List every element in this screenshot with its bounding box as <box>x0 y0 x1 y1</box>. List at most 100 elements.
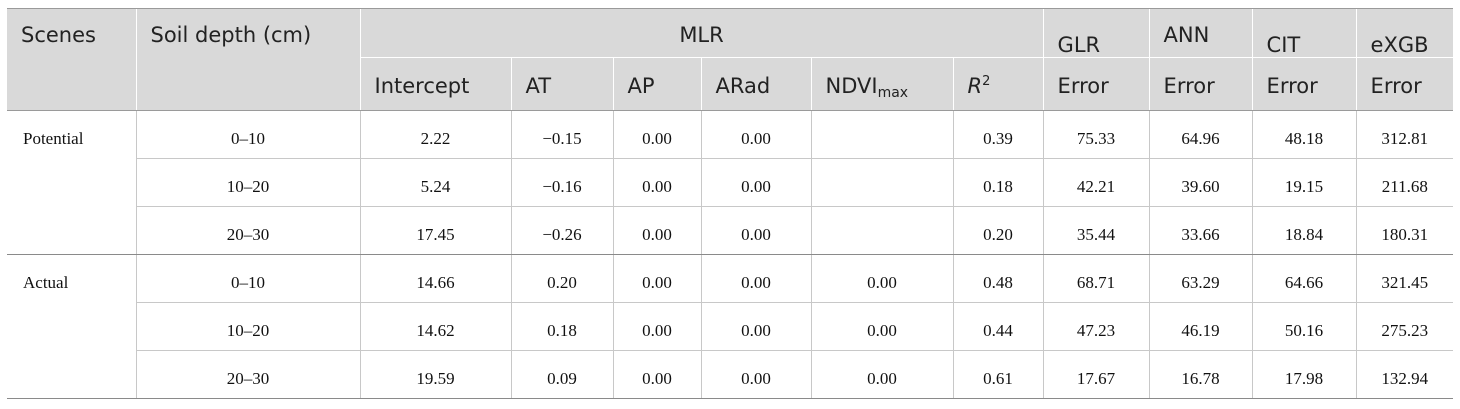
header-cit-error: Error <box>1251 57 1357 111</box>
ndvi-cell <box>810 158 953 207</box>
table-row: Actual 0–10 14.66 0.20 0.00 0.00 0.00 0.… <box>7 254 1454 399</box>
ndvi-cell <box>810 206 953 255</box>
r2-base: R <box>967 74 983 98</box>
at-cell: −0.16 <box>510 158 613 207</box>
glr-cell: 75.33 <box>1042 110 1150 159</box>
depth-cell: 10–20 <box>135 302 360 351</box>
table-header: Scenes Soil depth (cm) MLR GLR ANN CIT e… <box>7 8 1454 111</box>
header-row-1: Scenes Soil depth (cm) MLR GLR ANN CIT e… <box>7 8 1454 111</box>
ann-cell: 33.66 <box>1148 206 1253 255</box>
r2-cell: 0.44 <box>952 302 1044 351</box>
ndvi-cell: 0.00 <box>810 302 953 351</box>
r2-cell: 0.61 <box>952 350 1044 399</box>
exgb-cell: 211.68 <box>1355 158 1454 207</box>
ap-cell: 0.00 <box>612 158 701 207</box>
header-soil-depth: Soil depth (cm) <box>135 8 360 111</box>
r2-cell: 0.39 <box>952 110 1044 159</box>
scene-cell: Actual <box>7 254 136 399</box>
ap-cell: 0.00 <box>612 302 701 351</box>
header-ndvi-max: NDVImax <box>810 57 953 111</box>
exgb-cell: 312.81 <box>1355 110 1454 159</box>
r2-cell: 0.48 <box>952 254 1044 303</box>
cit-cell: 19.15 <box>1251 158 1357 207</box>
intercept-cell: 2.22 <box>359 110 511 159</box>
table-row: 20–30 19.59 0.09 0.00 0.00 0.00 0.61 17.… <box>7 350 1454 399</box>
cit-cell: 17.98 <box>1251 350 1357 399</box>
results-table: Scenes Soil depth (cm) MLR GLR ANN CIT e… <box>7 8 1454 399</box>
cit-cell: 18.84 <box>1251 206 1357 255</box>
glr-cell: 17.67 <box>1042 350 1150 399</box>
arad-cell: 0.00 <box>700 302 811 351</box>
intercept-cell: 17.45 <box>359 206 511 255</box>
ndvi-cell: 0.00 <box>810 254 953 303</box>
arad-cell: 0.00 <box>700 350 811 399</box>
header-exgb-error: Error <box>1355 57 1454 111</box>
glr-cell: 68.71 <box>1042 254 1150 303</box>
intercept-cell: 14.66 <box>359 254 511 303</box>
exgb-cell: 275.23 <box>1355 302 1454 351</box>
cit-cell: 48.18 <box>1251 110 1357 159</box>
table-row: 10–20 14.62 0.18 0.00 0.00 0.00 0.44 47.… <box>7 302 1454 351</box>
arad-cell: 0.00 <box>700 110 811 159</box>
ann-cell: 63.29 <box>1148 254 1253 303</box>
intercept-cell: 14.62 <box>359 302 511 351</box>
ann-cell: 46.19 <box>1148 302 1253 351</box>
glr-cell: 35.44 <box>1042 206 1150 255</box>
ann-cell: 39.60 <box>1148 158 1253 207</box>
r2-superscript: 2 <box>982 74 991 89</box>
ann-cell: 64.96 <box>1148 110 1253 159</box>
ap-cell: 0.00 <box>612 254 701 303</box>
depth-cell: 0–10 <box>135 110 360 159</box>
depth-cell: 0–10 <box>135 254 360 303</box>
intercept-cell: 19.59 <box>359 350 511 399</box>
table-row: 10–20 5.24 −0.16 0.00 0.00 0.18 42.21 39… <box>7 158 1454 207</box>
ndvi-cell <box>810 110 953 159</box>
header-arad: ARad <box>700 57 811 111</box>
exgb-cell: 321.45 <box>1355 254 1454 303</box>
header-r2: R2 <box>952 57 1044 111</box>
exgb-cell: 132.94 <box>1355 350 1454 399</box>
header-at: AT <box>510 57 613 111</box>
header-mlr: MLR <box>359 8 1044 58</box>
r2-cell: 0.18 <box>952 158 1044 207</box>
header-ap: AP <box>612 57 701 111</box>
ndvi-base: NDVI <box>825 74 878 98</box>
arad-cell: 0.00 <box>700 206 811 255</box>
at-cell: −0.26 <box>510 206 613 255</box>
ann-cell: 16.78 <box>1148 350 1253 399</box>
depth-cell: 20–30 <box>135 350 360 399</box>
at-cell: 0.20 <box>510 254 613 303</box>
arad-cell: 0.00 <box>700 158 811 207</box>
table-row: Potential 0–10 2.22 −0.15 0.00 0.00 0.39… <box>7 110 1454 255</box>
ndvi-subscript: max <box>877 85 909 101</box>
header-exgb: eXGB <box>1355 8 1454 58</box>
glr-cell: 42.21 <box>1042 158 1150 207</box>
cit-cell: 50.16 <box>1251 302 1357 351</box>
exgb-cell: 180.31 <box>1355 206 1454 255</box>
scene-cell: Potential <box>7 110 136 255</box>
intercept-cell: 5.24 <box>359 158 511 207</box>
depth-cell: 10–20 <box>135 158 360 207</box>
ap-cell: 0.00 <box>612 350 701 399</box>
depth-cell: 20–30 <box>135 206 360 255</box>
header-ann: ANN <box>1148 8 1253 58</box>
ap-cell: 0.00 <box>612 110 701 159</box>
header-ann-error: Error <box>1148 57 1253 111</box>
table-body: Potential 0–10 2.22 −0.15 0.00 0.00 0.39… <box>7 110 1454 399</box>
header-glr-error: Error <box>1042 57 1150 111</box>
cit-cell: 64.66 <box>1251 254 1357 303</box>
glr-cell: 47.23 <box>1042 302 1150 351</box>
ndvi-cell: 0.00 <box>810 350 953 399</box>
header-intercept: Intercept <box>359 57 511 111</box>
arad-cell: 0.00 <box>700 254 811 303</box>
header-cit: CIT <box>1251 8 1357 58</box>
ap-cell: 0.00 <box>612 206 701 255</box>
at-cell: −0.15 <box>510 110 613 159</box>
header-scenes: Scenes <box>7 8 136 111</box>
r2-cell: 0.20 <box>952 206 1044 255</box>
table-row: 20–30 17.45 −0.26 0.00 0.00 0.20 35.44 3… <box>7 206 1454 255</box>
at-cell: 0.18 <box>510 302 613 351</box>
header-glr: GLR <box>1042 8 1150 58</box>
header-row-2: Intercept AT AP ARad NDVImax R2 Error Er… <box>7 57 1454 111</box>
at-cell: 0.09 <box>510 350 613 399</box>
